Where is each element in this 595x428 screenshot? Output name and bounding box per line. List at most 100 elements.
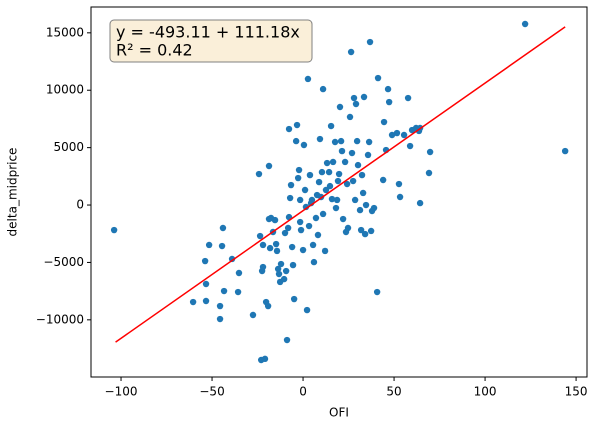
scatter-point — [202, 297, 210, 305]
scatter-point — [218, 242, 226, 250]
scatter-point — [561, 147, 569, 155]
scatter-point — [292, 137, 300, 145]
y-tick-label: −5000 — [43, 255, 84, 269]
y-tick-label: 10000 — [46, 83, 84, 97]
y-tick-label: 5000 — [53, 140, 84, 154]
scatter-point — [309, 241, 317, 249]
scatter-point — [110, 226, 118, 234]
scatter-point — [393, 129, 401, 137]
scatter-point — [334, 177, 342, 185]
scatter-point — [293, 121, 301, 129]
scatter-point — [283, 336, 291, 344]
scatter-point — [332, 204, 340, 212]
scatter-point — [359, 189, 367, 197]
scatter-point — [352, 100, 360, 108]
x-tick-label: −100 — [105, 385, 138, 399]
scatter-point — [296, 196, 304, 204]
scatter-point — [265, 162, 273, 170]
scatter-point — [328, 195, 336, 203]
scatter-point — [350, 94, 358, 102]
scatter-point — [349, 177, 357, 185]
scatter-point — [331, 138, 339, 146]
scatter-point — [404, 94, 412, 102]
scatter-point — [426, 148, 434, 156]
scatter-point — [255, 170, 263, 178]
scatter-point — [287, 181, 295, 189]
scatter-point — [395, 180, 403, 188]
scatter-point — [280, 275, 288, 283]
scatter-point — [353, 137, 361, 145]
scatter-point — [302, 203, 310, 211]
scatter-point — [219, 224, 227, 232]
scatter-point — [321, 247, 329, 255]
x-tick-label: 50 — [386, 385, 401, 399]
x-tick-label: 100 — [474, 385, 497, 399]
scatter-point — [416, 199, 424, 207]
scatter-point — [201, 257, 209, 265]
scatter-point — [205, 241, 213, 249]
scatter-point — [425, 169, 433, 177]
scatter-point — [384, 85, 392, 93]
scatter-point — [346, 113, 354, 121]
scatter-point — [400, 131, 408, 139]
scatter-point — [285, 125, 293, 133]
scatter-point — [333, 196, 341, 204]
scatter-point — [249, 311, 257, 319]
scatter-point — [256, 232, 264, 240]
scatter-point — [282, 267, 290, 275]
scatter-point — [380, 118, 388, 126]
scatter-point — [357, 226, 365, 234]
scatter-point — [303, 306, 311, 314]
scatter-point — [338, 147, 346, 155]
scatter-point — [277, 260, 285, 268]
scatter-point — [327, 122, 335, 130]
scatter-point — [315, 178, 323, 186]
scatter-point — [290, 295, 298, 303]
scatter-point — [323, 159, 331, 167]
scatter-point — [216, 302, 224, 310]
scatter-point — [365, 138, 373, 146]
scatter-point — [329, 158, 337, 166]
scatter-point — [235, 269, 243, 277]
scatter-point — [314, 231, 322, 239]
scatter-point — [301, 186, 309, 194]
x-axis-label: OFI — [329, 406, 349, 420]
scatter-point — [272, 240, 280, 248]
scatter-point — [299, 246, 307, 254]
scatter-point — [304, 75, 312, 83]
scatter-point — [337, 137, 345, 145]
scatter-point — [366, 38, 374, 46]
scatter-point — [318, 168, 326, 176]
scatter-point — [284, 224, 292, 232]
scatter-point — [361, 230, 369, 238]
fit-line — [115, 26, 566, 343]
scatter-point — [521, 20, 529, 28]
scatter-point — [264, 302, 272, 310]
scatter-point — [319, 85, 327, 93]
scatter-point — [374, 74, 382, 82]
y-tick-label: 0 — [76, 198, 84, 212]
scatter-point — [396, 193, 404, 201]
scatter-point — [295, 166, 303, 174]
scatter-point — [367, 227, 375, 235]
scatter-point — [362, 201, 370, 209]
scatter-point — [273, 247, 281, 255]
scatter-point — [216, 315, 224, 323]
scatter-point — [261, 355, 269, 363]
scatter-point — [305, 222, 313, 230]
scatter-point — [228, 255, 236, 263]
scatter-point — [348, 149, 356, 157]
scatter-point — [202, 280, 210, 288]
annotation-text: y = -493.11 + 111.18x — [116, 23, 300, 42]
scatter-point — [300, 141, 308, 149]
scatter-point — [274, 265, 282, 273]
scatter-point — [364, 151, 372, 159]
scatter-point — [306, 171, 314, 179]
scatter-point — [360, 93, 368, 101]
scatter-point — [351, 196, 359, 204]
scatter-point — [358, 171, 366, 179]
scatter-point — [343, 180, 351, 188]
x-tick-label: 0 — [299, 385, 307, 399]
scatter-point — [281, 229, 289, 237]
scatter-point — [354, 161, 362, 169]
